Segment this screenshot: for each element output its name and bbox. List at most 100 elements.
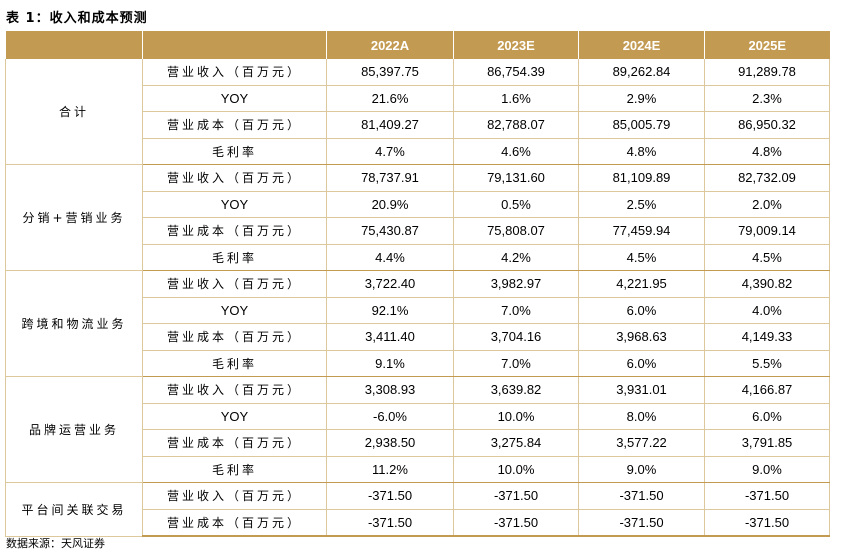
table-cell: 2,938.50 (326, 429, 454, 457)
table-cell: -371.50 (453, 509, 579, 537)
table-cell: 11.2% (326, 456, 454, 483)
table-cell: 2.9% (578, 85, 705, 112)
table-cell: 4,221.95 (578, 270, 705, 298)
table-cell: 3,411.40 (326, 323, 454, 351)
table-cell: 8.0% (578, 403, 705, 430)
table-cell: 77,459.94 (578, 217, 705, 245)
table-row: 品牌运营业务 营业收入（百万元） 3,308.93 3,639.82 3,931… (5, 376, 830, 483)
metric-label: 营业成本（百万元） (142, 509, 327, 537)
table-cell: 3,275.84 (453, 429, 579, 457)
table-row: 分销+营销业务 营业收入（百万元） 78,737.91 79,131.60 81… (5, 164, 830, 271)
table-row: YOY 92.1% 7.0% 6.0% 4.0% (6, 297, 830, 324)
table-cell: 6.0% (704, 403, 830, 430)
table-cell: 4,149.33 (704, 323, 830, 351)
metric-label: 毛利率 (142, 456, 327, 483)
table-row: 营业成本（百万元） 75,430.87 75,808.07 77,459.94 … (6, 217, 830, 245)
table-cell: 9.0% (704, 456, 830, 483)
forecast-table: 2022A 2023E 2024E 2025E 合计 营业收入（百万元） 85,… (5, 31, 830, 537)
column-header-2023e: 2023E (453, 31, 579, 59)
metric-label: 营业成本（百万元） (142, 323, 327, 351)
table-row: 毛利率 9.1% 7.0% 6.0% 5.5% (6, 350, 830, 377)
table-cell: 79,131.60 (453, 164, 579, 192)
table-cell: 3,577.22 (578, 429, 705, 457)
header-segment-cell (5, 31, 143, 59)
table-row: YOY 20.9% 0.5% 2.5% 2.0% (6, 191, 830, 218)
metric-label: YOY (142, 191, 327, 218)
table-cell: 3,791.85 (704, 429, 830, 457)
table-cell: 3,722.40 (326, 270, 454, 298)
metric-label: 营业成本（百万元） (142, 217, 327, 245)
table-row: 营业成本（百万元） -371.50 -371.50 -371.50 -371.5… (6, 509, 830, 537)
table-cell: 10.0% (453, 456, 579, 483)
table-cell: -371.50 (578, 509, 705, 537)
metric-label: 营业成本（百万元） (142, 111, 327, 139)
table-title: 表 1：收入和成本预测 (6, 11, 148, 26)
table-cell: 3,308.93 (326, 376, 454, 404)
table-cell: 75,430.87 (326, 217, 454, 245)
table-cell: 82,732.09 (704, 164, 830, 192)
table-cell: 9.1% (326, 350, 454, 377)
table-row: 毛利率 11.2% 10.0% 9.0% 9.0% (6, 456, 830, 483)
table-row: 跨境和物流业务 营业收入（百万元） 3,722.40 3,982.97 4,22… (5, 270, 830, 377)
table-cell: 85,005.79 (578, 111, 705, 139)
table-row: YOY 21.6% 1.6% 2.9% 2.3% (6, 85, 830, 112)
table-cell: 2.0% (704, 191, 830, 218)
metric-label: 营业收入（百万元） (142, 270, 327, 298)
table-cell: 3,968.63 (578, 323, 705, 351)
column-header-2025e: 2025E (704, 31, 830, 59)
table-cell: 91,289.78 (704, 59, 830, 86)
metric-label: 毛利率 (142, 350, 327, 377)
table-cell: 78,737.91 (326, 164, 454, 192)
table-cell: -371.50 (704, 482, 830, 510)
table-cell: 7.0% (453, 350, 579, 377)
table-cell: 86,754.39 (453, 59, 579, 86)
table-cell: -6.0% (326, 403, 454, 430)
segment-label-brand-operations: 品牌运营业务 (5, 376, 143, 483)
table-cell: 75,808.07 (453, 217, 579, 245)
metric-label: YOY (142, 403, 327, 430)
metric-label: 毛利率 (142, 138, 327, 165)
table-cell: 4.0% (704, 297, 830, 324)
table-cell: 82,788.07 (453, 111, 579, 139)
table-row: 营业成本（百万元） 3,411.40 3,704.16 3,968.63 4,1… (6, 323, 830, 351)
table-row: 平台间关联交易 营业收入（百万元） -371.50 -371.50 -371.5… (5, 482, 830, 537)
table-row: 毛利率 4.4% 4.2% 4.5% 4.5% (6, 244, 830, 271)
table-row: YOY -6.0% 10.0% 8.0% 6.0% (6, 403, 830, 430)
metric-label: YOY (142, 297, 327, 324)
table-row: 合计 营业收入（百万元） 85,397.75 86,754.39 89,262.… (5, 59, 830, 165)
table-cell: -371.50 (326, 482, 454, 510)
table-cell: 9.0% (578, 456, 705, 483)
segment-label-distribution: 分销+营销业务 (5, 164, 143, 271)
column-header-2024e: 2024E (578, 31, 705, 59)
table-cell: 4.5% (704, 244, 830, 271)
table-cell: -371.50 (453, 482, 579, 510)
table-cell: 4.7% (326, 138, 454, 165)
table-cell: 81,409.27 (326, 111, 454, 139)
table-row: 毛利率 4.7% 4.6% 4.8% 4.8% (6, 138, 830, 165)
table-cell: 4.2% (453, 244, 579, 271)
table-cell: 0.5% (453, 191, 579, 218)
metric-label: 营业成本（百万元） (142, 429, 327, 457)
table-cell: 5.5% (704, 350, 830, 377)
table-cell: 85,397.75 (326, 59, 454, 86)
metric-label: 毛利率 (142, 244, 327, 271)
table-cell: 2.5% (578, 191, 705, 218)
column-header-2022a: 2022A (326, 31, 454, 59)
segment-label-total: 合计 (5, 59, 143, 165)
table-cell: 4.8% (704, 138, 830, 165)
table-cell: -371.50 (578, 482, 705, 510)
metric-label: 营业收入（百万元） (142, 376, 327, 404)
table-cell: 4.6% (453, 138, 579, 165)
table-cell: 2.3% (704, 85, 830, 112)
metric-label: YOY (142, 85, 327, 112)
table-cell: 3,982.97 (453, 270, 579, 298)
source-note: 数据来源：天风证券 (6, 537, 105, 550)
table-cell: 3,704.16 (453, 323, 579, 351)
table-cell: -371.50 (326, 509, 454, 537)
table-cell: 20.9% (326, 191, 454, 218)
header-row: 2022A 2023E 2024E 2025E (5, 31, 830, 59)
table-cell: 6.0% (578, 297, 705, 324)
table-cell: 89,262.84 (578, 59, 705, 86)
header-metric-cell (142, 31, 327, 59)
table-cell: 4.4% (326, 244, 454, 271)
